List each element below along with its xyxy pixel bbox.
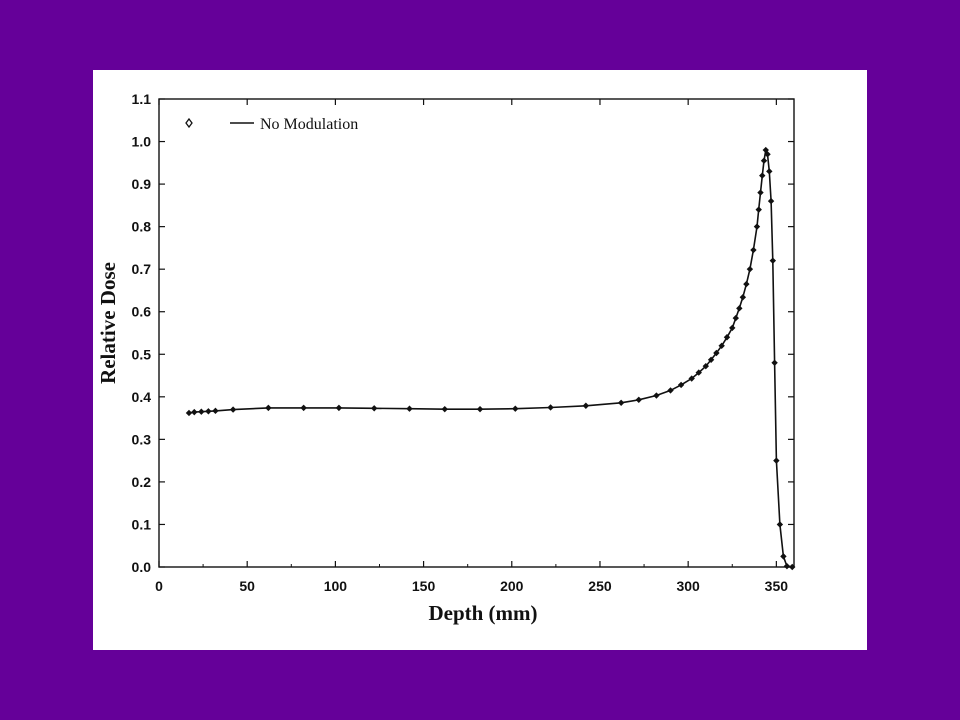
- y-tick-label: 1.0: [132, 134, 152, 150]
- data-point: [743, 280, 750, 288]
- y-tick-label: 0.5: [132, 346, 152, 362]
- data-point: [755, 206, 762, 213]
- data-point: [773, 457, 780, 464]
- x-tick-label: 250: [588, 578, 612, 594]
- y-tick-label: 0.1: [132, 516, 152, 532]
- x-axis-title: Depth (mm): [428, 601, 537, 625]
- y-tick-label: 0.6: [132, 304, 152, 320]
- data-point: [723, 334, 731, 341]
- data-point: [185, 409, 193, 417]
- data-point: [370, 405, 378, 412]
- data-point: [736, 305, 743, 312]
- data-point: [762, 146, 769, 154]
- depth-dose-chart: 0 50 100 150 200 250 300 350 0.0 0.1 0.2 0.3 0.4 0.5 0…: [96, 91, 796, 625]
- data-point: [653, 392, 660, 399]
- x-tick-label: 300: [676, 578, 700, 594]
- data-point: [780, 553, 787, 560]
- data-point: [205, 408, 212, 415]
- plot-frame: [158, 98, 795, 568]
- data-point: [713, 349, 720, 357]
- data-point: [764, 151, 771, 158]
- x-tick-label: 100: [324, 578, 348, 594]
- data-point: [617, 399, 625, 406]
- data-point: [732, 314, 739, 322]
- data-point: [766, 168, 773, 175]
- data-point: [729, 324, 736, 332]
- y-tick-label: 0.9: [132, 176, 152, 192]
- data-point: [776, 521, 784, 528]
- data-point: [771, 359, 778, 366]
- data-point: [677, 381, 685, 389]
- data-point: [769, 257, 777, 264]
- data-point: [739, 294, 747, 301]
- slide-frame: 0 50 100 150 200 250 300 350 0.0 0.1 0.2 0.3 0.4 0.5 0…: [93, 70, 867, 650]
- data-point: [750, 246, 757, 254]
- data-point: [746, 265, 754, 273]
- x-tick-label: 350: [765, 578, 789, 594]
- x-tick-label: 150: [412, 578, 436, 594]
- data-point: [753, 223, 761, 230]
- data-point: [783, 562, 791, 570]
- y-tick-label: 0.3: [132, 431, 152, 447]
- legend-label: No Modulation: [260, 116, 358, 133]
- data-point: [759, 172, 766, 179]
- data-point: [512, 405, 519, 412]
- y-tick-label: 0.2: [132, 474, 152, 490]
- legend: No Modulation: [185, 116, 358, 133]
- data-point: [767, 197, 775, 205]
- data-point: [635, 396, 642, 403]
- axes-layer: [158, 98, 795, 568]
- data-point: [582, 402, 590, 409]
- data-point: [300, 404, 307, 412]
- series-line: [188, 147, 793, 568]
- data-point: [191, 408, 198, 416]
- data-point: [789, 563, 796, 571]
- y-tick-label: 0.0: [132, 559, 152, 575]
- data-point: [335, 404, 343, 412]
- data-point: [198, 408, 205, 415]
- data-point: [265, 404, 272, 412]
- data-point: [212, 407, 219, 415]
- data-point: [757, 189, 764, 196]
- data-point: [406, 405, 413, 412]
- legend-marker: [185, 117, 193, 129]
- data-point: [707, 356, 715, 364]
- y-tick-label: 1.1: [132, 91, 152, 107]
- y-tick-label: 0.7: [132, 261, 152, 277]
- data-point: [760, 157, 768, 164]
- data-point: [441, 405, 448, 413]
- data-point: [229, 406, 237, 413]
- data-point: [695, 369, 702, 376]
- data-point: [547, 404, 554, 411]
- y-tick-label: 0.4: [132, 389, 152, 405]
- data-point: [718, 342, 725, 349]
- x-tick-label: 0: [155, 578, 163, 594]
- ticks-layer: 0 50 100 150 200 250 300 350 0.0 0.1 0.2 0.3 0.4 0.5 0…: [132, 91, 794, 594]
- data-point: [702, 362, 710, 370]
- y-axis-title: Relative Dose: [96, 262, 120, 384]
- y-tick-label: 0.8: [132, 219, 152, 235]
- x-tick-label: 200: [500, 578, 524, 594]
- data-point: [476, 405, 484, 413]
- data-point: [667, 387, 674, 394]
- data-point: [688, 375, 695, 382]
- series-layer: [185, 146, 796, 571]
- x-tick-label: 50: [239, 578, 255, 594]
